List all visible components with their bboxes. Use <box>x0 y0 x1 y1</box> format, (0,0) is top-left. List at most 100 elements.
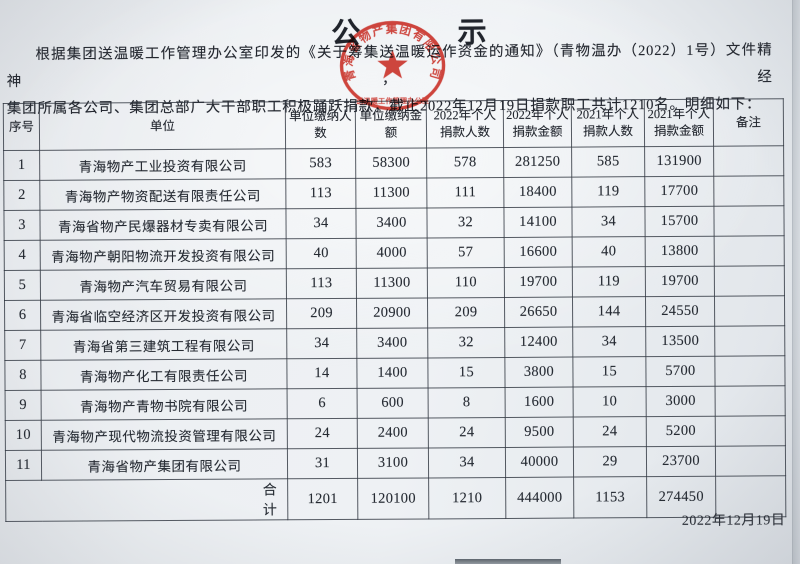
cell-value: 57 <box>427 237 505 268</box>
cell-value: 8 <box>428 387 506 418</box>
column-header: 单位 <box>39 101 286 151</box>
cell-index: 8 <box>4 360 42 391</box>
cell-value: 2400 <box>357 417 429 449</box>
cell-value: 13500 <box>645 326 715 357</box>
column-header: 2022年个人捐款金额 <box>503 100 572 148</box>
cell-unit: 青海物产青物书院有限公司 <box>41 388 288 421</box>
cell-unit: 青海物产现代物流投资管理有限公司 <box>41 418 288 451</box>
table-row: 11 青海省物产集团有限公司 31 3100 34 40000 29 23700 <box>5 445 786 481</box>
cell-value: 31 <box>287 448 358 479</box>
table-row: 6 青海省临空经济区开发投资有限公司 209 20900 209 26650 144 2455… <box>4 295 785 331</box>
cell-unit: 青海省物产民爆器材专卖有限公司 <box>39 208 287 241</box>
seal-bottom-text: 送温暖工作管理办公室 <box>355 96 429 105</box>
cell-value: 17700 <box>644 176 714 207</box>
cell-value: 58300 <box>355 147 427 179</box>
cell-value <box>715 415 786 447</box>
cell-value: 3400 <box>356 327 428 359</box>
cell-index: 2 <box>3 180 40 211</box>
cell-value: 40 <box>572 236 646 268</box>
cell-index: 3 <box>3 210 41 241</box>
cell-value <box>713 145 784 177</box>
cell-value: 34 <box>285 208 357 239</box>
cell-value: 5200 <box>646 416 716 447</box>
cell-value: 119 <box>572 266 646 298</box>
cell-value <box>715 445 786 477</box>
cell-unit: 青海省临空经济区开发投资有限公司 <box>40 298 287 331</box>
cell-value: 40000 <box>505 447 574 478</box>
column-header: 2021年个人捐款金额 <box>644 99 714 147</box>
cell-value: 209 <box>286 298 357 329</box>
cell-value: 18400 <box>503 177 572 208</box>
cell-value: 585 <box>571 146 645 178</box>
cell-index: 1 <box>3 150 40 181</box>
cell-value: 3400 <box>355 207 428 239</box>
cell-index: 6 <box>4 300 41 331</box>
cell-index: 9 <box>5 390 42 421</box>
cell-value: 9500 <box>505 417 574 448</box>
cell-value: 281250 <box>503 147 572 178</box>
column-header: 备注 <box>713 98 784 147</box>
cell-value: 24 <box>573 416 647 448</box>
cell-value: 111 <box>426 177 504 208</box>
table-row: 8 青海物产化工有限责任公司 14 1400 15 3800 15 5700 <box>4 355 786 391</box>
cell-value: 15700 <box>644 206 715 237</box>
cell-value <box>714 355 786 387</box>
cell-value: 14100 <box>503 207 573 238</box>
cell-value <box>714 325 785 357</box>
cell-value: 19700 <box>645 266 715 297</box>
cell-value: 119 <box>571 176 645 208</box>
cell-index: 5 <box>4 270 41 301</box>
cell-unit: 青海省物产集团有限公司 <box>41 448 288 481</box>
cell-value: 6 <box>287 388 358 419</box>
cell-value: 12400 <box>504 327 573 358</box>
cell-value: 4000 <box>356 237 428 269</box>
cell-value: 19700 <box>504 267 573 298</box>
cell-value: 11300 <box>355 177 427 209</box>
cell-value: 15 <box>427 357 506 388</box>
cell-value: 32 <box>427 327 505 358</box>
column-header: 2021年个人捐款人数 <box>571 99 645 148</box>
total-value: 1201 <box>287 478 358 520</box>
cell-value: 15 <box>572 356 647 388</box>
cell-value: 144 <box>572 296 646 328</box>
table-row: 1 青海物产工业投资有限公司 583 58300 578 281250 585 131900 <box>3 145 784 181</box>
cell-value <box>714 235 785 267</box>
cell-value: 3000 <box>646 386 716 417</box>
table-row: 4 青海物产朝阳物流开发投资有限公司 40 4000 57 16600 40 13800 <box>4 235 785 271</box>
cell-unit: 青海物产物资配送有限责任公司 <box>39 178 286 211</box>
cell-value: 23700 <box>646 446 716 477</box>
cell-unit: 青海物产朝阳物流开发投资有限公司 <box>40 238 287 271</box>
cell-value <box>713 205 785 237</box>
cell-index: 11 <box>5 450 42 481</box>
paper-edge <box>792 0 800 564</box>
cell-value: 209 <box>427 297 505 328</box>
cell-value: 583 <box>285 148 356 179</box>
total-value: 444000 <box>505 477 574 519</box>
official-seal: 青海省物产集团有限公司 送温暖工作管理办公室 <box>339 20 446 111</box>
total-value: 1210 <box>428 477 506 519</box>
cell-value: 24550 <box>645 296 715 327</box>
cell-value: 32 <box>426 207 505 238</box>
notice-date: 2022年12月19日 <box>681 513 786 529</box>
cell-value: 24 <box>287 418 358 449</box>
cell-unit: 青海省第三建筑工程有限公司 <box>40 328 287 361</box>
cell-value: 1600 <box>505 387 574 418</box>
cell-value: 113 <box>286 268 357 299</box>
cell-value: 26650 <box>504 297 573 328</box>
table-row: 5 青海物产汽车贸易有限公司 113 11300 110 19700 119 19700 <box>4 265 785 301</box>
cell-value: 40 <box>286 238 357 269</box>
bottom-edge-object <box>455 559 561 564</box>
cell-index: 4 <box>4 240 41 271</box>
cell-value: 131900 <box>644 146 714 177</box>
cell-value: 34 <box>572 326 646 358</box>
cell-value: 113 <box>285 178 356 209</box>
cell-value <box>713 175 784 207</box>
table-row: 10 青海物产现代物流投资管理有限公司 24 2400 24 9500 24 5200 <box>5 415 786 451</box>
cell-value: 24 <box>428 417 506 448</box>
cell-value: 1400 <box>356 357 429 389</box>
donation-table: 序号 单位 单位缴纳人数 单位缴纳金额 2022年个人捐款人数 2022年个人捐款金额 20… <box>2 98 787 523</box>
cell-value <box>715 385 786 417</box>
table-row: 9 青海物产青物书院有限公司 6 600 8 1600 10 3000 <box>5 385 786 421</box>
donation-table-body: 1 青海物产工业投资有限公司 583 58300 578 281250 585 131900 2… <box>3 145 786 522</box>
